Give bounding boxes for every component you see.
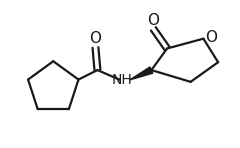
Polygon shape: [130, 67, 153, 80]
Text: O: O: [147, 13, 159, 28]
Text: NH: NH: [112, 73, 132, 87]
Text: O: O: [90, 31, 102, 46]
Text: O: O: [205, 30, 217, 45]
